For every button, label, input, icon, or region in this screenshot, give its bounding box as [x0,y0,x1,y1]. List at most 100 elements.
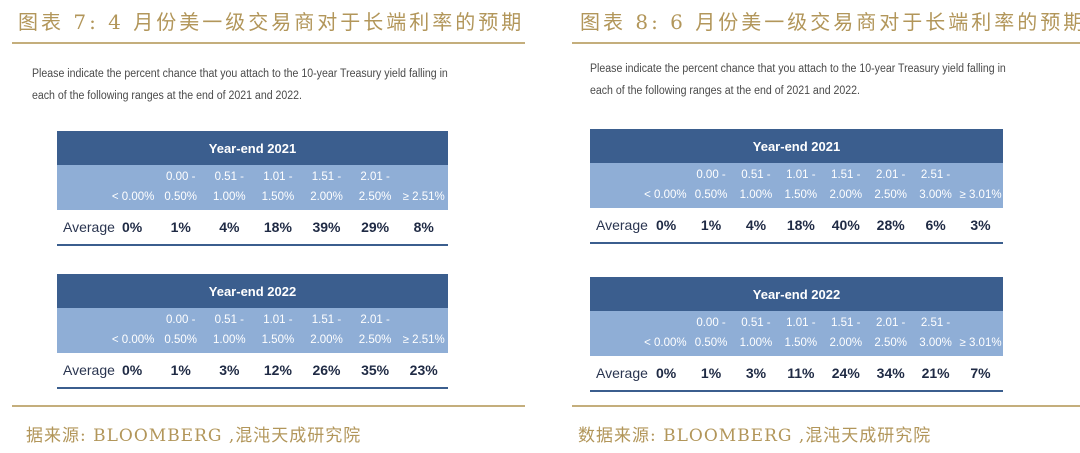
figure-7-panel: 图表 7: 4 月份美一级交易商对于长端利率的预期 Please indicat… [0,0,525,453]
range-label: 2.50% [358,191,392,203]
range-header: 1.51 - 2.00% [302,308,351,353]
average-value: 24% [823,356,869,392]
range-label: 0.00 - [166,314,196,326]
range-label: 2.50% [358,334,392,346]
range-label: 1.51 - [831,169,861,181]
average-value: 29% [350,210,400,246]
range-header: 0.51 - 1.00% [205,308,254,353]
average-value: 0% [643,208,689,244]
average-value: 0% [107,210,157,246]
range-label: 1.01 - [786,169,816,181]
range-label: 1.01 - [263,314,293,326]
range-label: 3.00% [919,189,952,201]
average-row: Average 0% 1% 4% 18% 39% 29% 8% [57,210,448,246]
average-value: 12% [253,353,303,389]
range-header: 1.51 - 2.00% [823,163,869,208]
range-label: ≥ 2.51% [402,191,445,203]
range-label: 1.50% [784,337,818,349]
average-value: 23% [399,353,448,389]
average-label: Average [590,208,648,244]
range-label: 0.00 - [696,317,726,329]
average-value: 28% [868,208,914,244]
average-value: 0% [107,353,157,389]
range-header-row: < 0.00% 0.00 - 0.50% 0.51 - 1.00% 1.01 - 1.50%… [590,163,1003,208]
range-header: 0.51 - 1.00% [733,163,779,208]
figure-8-panel: 图表 8: 6 月份美一级交易商对于长端利率的预期 Please indicat… [560,0,1080,453]
range-label: < 0.00% [111,191,155,203]
range-header: 2.51 - 3.00% [913,163,959,208]
average-value: 21% [913,356,959,392]
range-label: 1.51 - [311,314,342,326]
average-value: 34% [868,356,914,392]
range-header: ≥ 3.01% [958,311,1003,356]
range-header: 2.01 - 2.50% [868,163,914,208]
range-header-row: < 0.00% 0.00 - 0.50% 0.51 - 1.00% 1.01 - 1.50%… [590,311,1003,356]
range-label: 2.51 - [920,317,951,329]
average-label: Average [57,353,115,389]
table-year-end-2022: Year-end 2022 < 0.00% 0.00 - 0.50% 0.51 - 1.0… [57,274,448,389]
table-title: Year-end 2021 [57,131,448,165]
average-value: 4% [205,210,254,246]
range-header: < 0.00% [643,163,689,208]
average-row: Average 0% 1% 4% 18% 40% 28% 6% 3% [590,208,1003,244]
range-header: 0.00 - 0.50% [688,163,734,208]
figure-8-title: 图表 8: 6 月份美一级交易商对于长端利率的预期 [580,10,1080,34]
table-year-end-2021: Year-end 2021 < 0.00% 0.00 - 0.50% 0.51 - 1.0… [57,131,448,246]
source-note: 数据来源: BLOOMBERG ,混沌天成研究院 [578,426,932,446]
range-header: 1.01 - 1.50% [253,308,303,353]
table-title: Year-end 2022 [57,274,448,308]
range-header: < 0.00% [643,311,689,356]
range-label: < 0.00% [644,189,687,201]
range-header-spacer [57,165,108,210]
range-label: 0.51 - [741,169,771,181]
source-divider [12,405,525,407]
range-label: 1.50% [261,334,295,346]
average-row: Average 0% 1% 3% 12% 26% 35% 23% [57,353,448,389]
range-label: 2.00% [310,191,343,203]
range-header-spacer [57,308,108,353]
average-value: 6% [913,208,959,244]
source-divider [572,405,1080,407]
title-divider [572,42,1080,44]
range-label: 1.01 - [263,171,293,183]
figure-7-title: 图表 7: 4 月份美一级交易商对于长端利率的预期 [18,10,525,34]
range-label: ≥ 2.51% [402,334,445,346]
range-label: 1.50% [784,189,818,201]
range-label: 1.51 - [831,317,861,329]
average-value: 1% [156,353,206,389]
range-label: 0.50% [164,191,198,203]
range-label: 1.00% [739,189,773,201]
range-header-row: < 0.00% 0.00 - 0.50% 0.51 - 1.00% 1.01 - 1.50%… [57,165,448,210]
range-header-spacer [590,311,644,356]
range-header: 0.00 - 0.50% [156,308,206,353]
table-year-end-2021: Year-end 2021 < 0.00% 0.00 - 0.50% 0.51 - 1.0… [590,129,1003,244]
range-label: < 0.00% [111,334,155,346]
table-title: Year-end 2022 [590,277,1003,311]
range-label: 0.00 - [696,169,726,181]
range-header: 1.01 - 1.50% [253,165,303,210]
range-label: 1.00% [739,337,773,349]
range-label: 2.50% [874,189,907,201]
range-label: 0.51 - [741,317,771,329]
average-row: Average 0% 1% 3% 11% 24% 34% 21% 7% [590,356,1003,392]
average-value: 7% [958,356,1003,392]
range-label: 1.01 - [786,317,816,329]
range-header: 1.01 - 1.50% [778,311,824,356]
range-label: 0.50% [694,337,728,349]
average-value: 4% [733,208,779,244]
average-value: 35% [350,353,400,389]
range-header: 1.51 - 2.00% [302,165,351,210]
average-value: 11% [778,356,824,392]
range-header: < 0.00% [107,308,157,353]
range-label: 2.51 - [920,169,951,181]
average-value: 0% [643,356,689,392]
range-header: ≥ 3.01% [958,163,1003,208]
average-value: 1% [688,356,734,392]
range-label: 1.50% [261,191,295,203]
source-note: 据来源: BLOOMBERG ,混沌天成研究院 [26,426,362,446]
range-label: ≥ 3.01% [959,189,1002,201]
range-header: 0.00 - 0.50% [156,165,206,210]
range-header: 0.51 - 1.00% [733,311,779,356]
survey-question: Please indicate the percent chance that … [32,68,448,102]
average-value: 1% [688,208,734,244]
